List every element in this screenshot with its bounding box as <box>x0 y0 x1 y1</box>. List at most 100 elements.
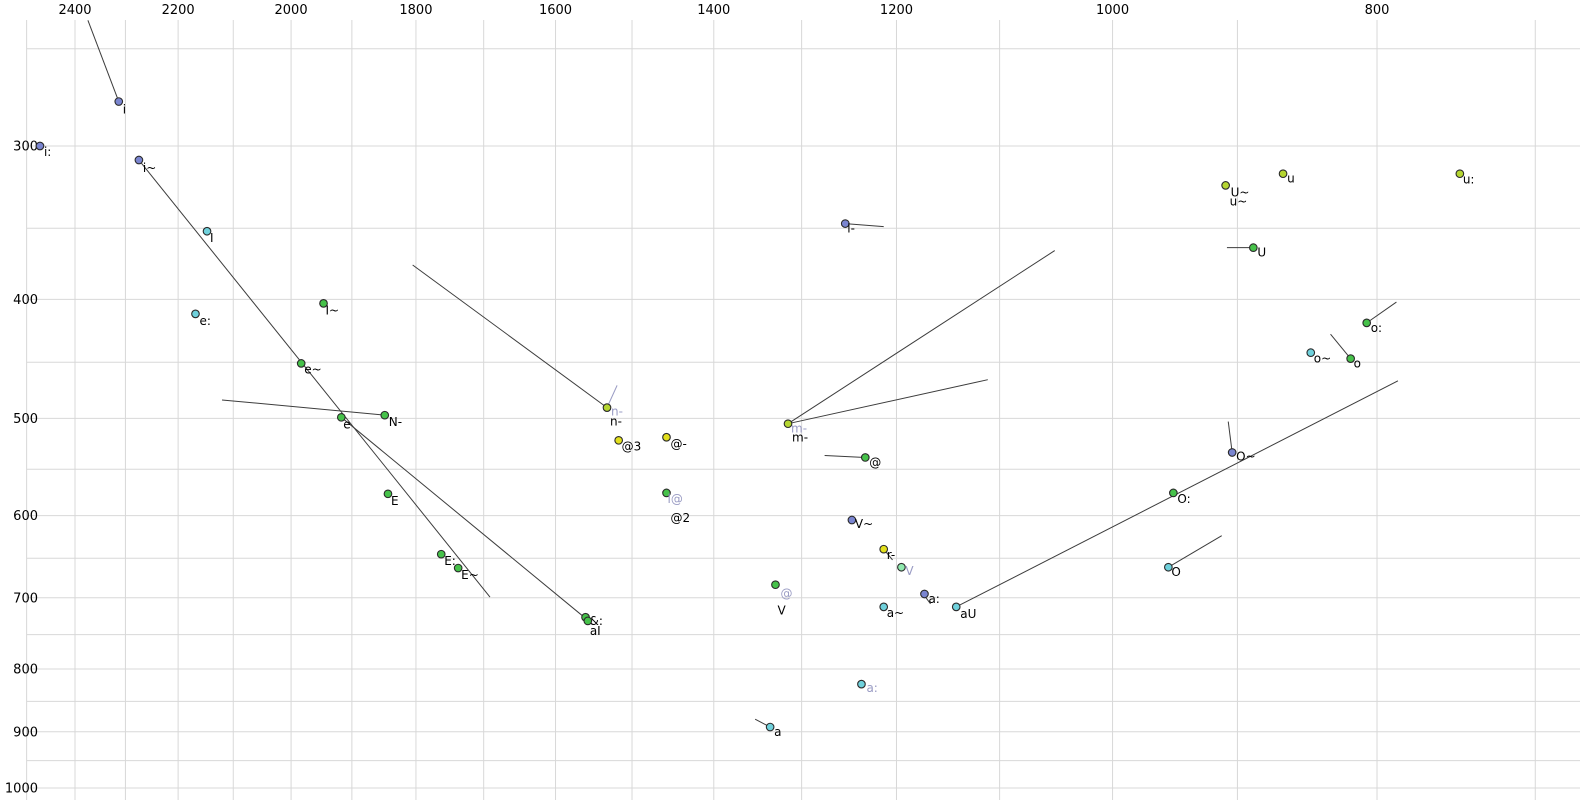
data-point <box>583 616 593 626</box>
point-label: @2 <box>670 511 690 525</box>
point-label: E <box>391 494 399 508</box>
trajectory-line <box>340 416 589 621</box>
point-label: V~ <box>855 517 873 531</box>
point-label: a~ <box>887 606 904 620</box>
y-axis-tick-label: 300 <box>13 140 38 155</box>
data-point <box>783 419 793 429</box>
data-point <box>879 602 889 612</box>
data-point <box>1455 169 1465 179</box>
point-label: &: <box>590 614 603 628</box>
data-point <box>191 309 200 319</box>
point-label: l@ <box>667 492 682 506</box>
point-label: a: <box>928 592 939 606</box>
point-label: m- <box>792 431 808 445</box>
x-axis-tick-label: 2000 <box>275 3 308 18</box>
trajectory-line <box>412 264 608 409</box>
x-axis-tick-label: 1600 <box>539 3 572 18</box>
x-axis-tick-label: 1200 <box>880 3 913 18</box>
point-label: U~ <box>1231 185 1250 199</box>
trajectory-line <box>138 159 491 598</box>
y-axis-tick-label: 500 <box>13 412 38 427</box>
y-axis-tick-label: 700 <box>13 591 38 606</box>
data-point <box>336 412 346 422</box>
data-point <box>847 515 857 525</box>
data-point <box>765 722 775 732</box>
point-label: E: <box>444 554 456 568</box>
data-point <box>771 580 780 590</box>
point-label: u <box>1287 172 1295 186</box>
data-point <box>840 219 850 228</box>
trajectory-line <box>787 379 988 425</box>
data-point <box>879 544 889 554</box>
data-point <box>296 359 306 368</box>
trajectory-line <box>1366 301 1397 324</box>
point-label: I <box>210 231 214 245</box>
point-label: i~ <box>143 161 156 175</box>
data-point <box>662 488 671 498</box>
point-label: u~ <box>1230 194 1248 208</box>
y-axis-tick-label: 1000 <box>5 781 38 796</box>
trajectory-line <box>1330 333 1352 359</box>
data-point <box>1168 488 1178 498</box>
x-axis-tick-label: 2200 <box>162 3 195 18</box>
trajectory-line <box>845 223 884 228</box>
point-label: o~ <box>1314 352 1331 366</box>
point-label: U <box>1257 246 1266 260</box>
trajectory-line <box>1168 535 1222 568</box>
x-axis-tick-label: 1000 <box>1096 3 1129 18</box>
data-point <box>662 432 671 442</box>
point-label: @ <box>869 455 881 469</box>
data-point <box>1221 181 1230 190</box>
data-point <box>114 97 124 106</box>
data-point <box>1362 318 1372 328</box>
data-point <box>857 679 866 689</box>
point-label: e~ <box>304 362 321 376</box>
data-point <box>202 226 212 236</box>
point-label: a: <box>866 681 877 695</box>
point-label: O <box>1171 565 1180 579</box>
point-label: n- <box>610 415 622 429</box>
point-label: i <box>123 103 126 117</box>
point-label: O~ <box>1236 449 1256 463</box>
point-label: n- <box>611 405 623 419</box>
trajectory-line <box>787 250 1056 425</box>
y-axis-tick-label: 600 <box>13 509 38 524</box>
point-label: o <box>1354 357 1361 371</box>
data-point <box>951 602 961 612</box>
data-point <box>1227 448 1237 457</box>
point-label: o: <box>1371 321 1382 335</box>
data-point <box>134 155 144 165</box>
point-label: aI <box>590 624 601 638</box>
point-label: N- <box>389 415 402 429</box>
point-label: a <box>774 725 781 739</box>
point-label: m- <box>791 422 807 436</box>
data-point <box>380 410 390 420</box>
data-point <box>1248 243 1258 252</box>
point-label: I~ <box>326 303 340 317</box>
point-label: i: <box>44 145 51 159</box>
point-label: E~ <box>461 568 479 582</box>
y-axis-tick-label: 400 <box>13 293 38 308</box>
data-point <box>453 563 463 573</box>
point-label: e <box>343 417 350 431</box>
data-point <box>1278 169 1288 179</box>
data-point <box>1306 348 1316 357</box>
data-point <box>1164 562 1173 572</box>
trajectory-line <box>824 454 866 458</box>
point-label: @ <box>780 587 792 601</box>
y-axis-tick-label: 800 <box>13 663 38 678</box>
data-point <box>383 489 393 499</box>
data-point <box>920 589 929 599</box>
x-axis-tick-label: 2400 <box>58 3 91 18</box>
data-point <box>860 453 870 462</box>
point-label: @3 <box>622 439 642 453</box>
point-label: V <box>905 564 914 578</box>
data-point <box>436 549 446 559</box>
y-axis-tick-label: 900 <box>13 725 38 740</box>
data-point <box>1346 354 1355 363</box>
x-axis-tick-label: 1800 <box>399 3 432 18</box>
point-label: V <box>777 604 786 618</box>
point-label: O: <box>1177 492 1190 506</box>
point-label: r- <box>887 548 896 562</box>
